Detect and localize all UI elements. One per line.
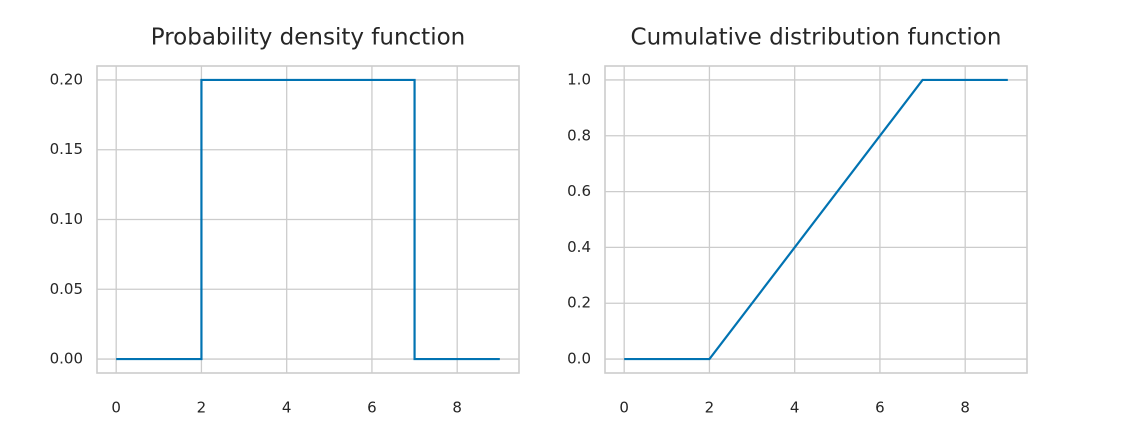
y-tick-label: 0.00 [50, 350, 83, 368]
x-tick-label: 4 [790, 399, 800, 417]
y-tick-label: 0.0 [567, 350, 591, 368]
chart-title: Probability density function [151, 25, 466, 51]
y-tick-label: 0.8 [567, 126, 591, 144]
chart-title: Cumulative distribution function [631, 25, 1002, 51]
x-tick-label: 0 [111, 399, 121, 417]
y-tick-label: 0.2 [567, 294, 591, 312]
x-tick-label: 0 [619, 399, 629, 417]
y-tick-label: 0.20 [50, 70, 83, 88]
y-tick-label: 0.05 [50, 280, 83, 298]
line [624, 78, 1008, 361]
y-tick-label: 1.0 [567, 70, 591, 88]
x-tick-label: 2 [705, 399, 715, 417]
axes-frame [604, 65, 1028, 374]
x-tick-label: 6 [367, 399, 377, 417]
y-tick-label: 0.15 [50, 140, 83, 158]
axes-frame [96, 65, 520, 374]
x-tick-label: 6 [875, 399, 885, 417]
y-tick-label: 0.4 [567, 238, 591, 256]
x-tick-label: 8 [960, 399, 970, 417]
y-tick-label: 0.6 [567, 182, 591, 200]
y-tick-label: 0.10 [50, 210, 83, 228]
x-tick-label: 8 [452, 399, 462, 417]
x-tick-label: 2 [197, 399, 207, 417]
x-tick-label: 4 [282, 399, 292, 417]
line [116, 78, 500, 361]
